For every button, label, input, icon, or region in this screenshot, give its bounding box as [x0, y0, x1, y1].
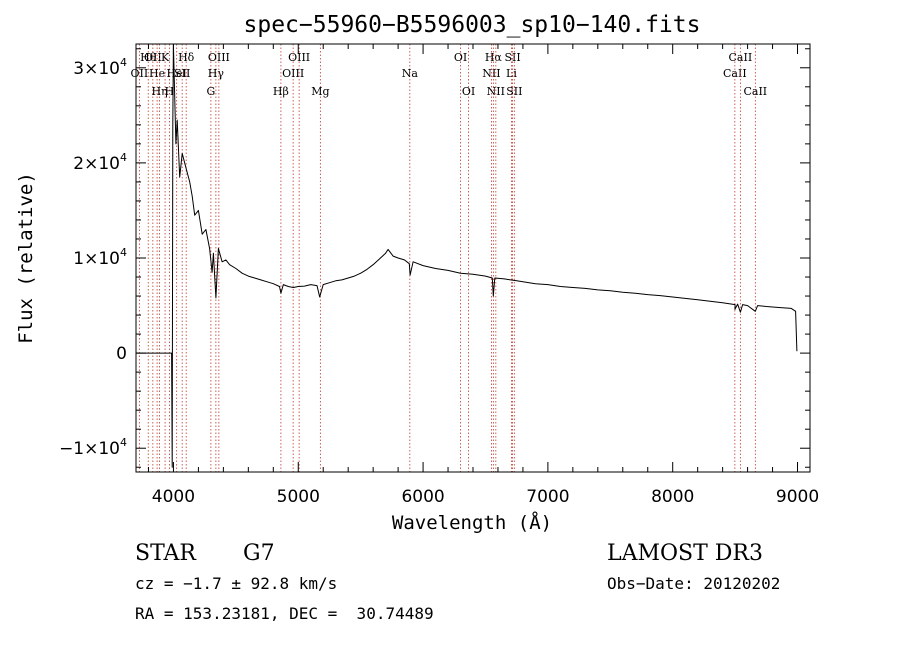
y-tick-label-1: 0 [116, 344, 127, 364]
x-tick-label-3: 7000 [526, 487, 569, 507]
spectral-line-label-4: Hη [151, 85, 167, 98]
object-class: STAR [135, 541, 197, 566]
y-tick-label-3: 2×104 [73, 151, 127, 174]
spectral-line-markers: OIIHθOIIHeHηKHHeISIIHδGHγOIIIHβOIIIOIIIM… [131, 44, 767, 472]
spectral-line-label-23: Li [506, 67, 517, 80]
spectral-line-label-13: Hβ [273, 85, 289, 98]
object-subclass: G7 [243, 541, 275, 566]
sky-coordinates: RA = 153.23181, DEC = 30.74489 [135, 604, 434, 623]
y-tick-label-4: 3×104 [73, 56, 127, 79]
y-tick-exponent-2: 4 [120, 246, 127, 259]
x-tick-label-5: 9000 [776, 487, 819, 507]
spectral-line-label-15: OIII [288, 51, 310, 64]
y-tick-label-2: 1×104 [73, 246, 127, 269]
y-axis-label: Flux (relative) [15, 172, 37, 344]
spectral-line-label-26: CaII [723, 67, 747, 80]
spectral-line-label-1: Hθ [140, 51, 157, 64]
x-tick-label-0: 4000 [152, 487, 195, 507]
y-tick-label-0: −1×104 [59, 436, 127, 459]
spectral-line-label-24: SII [504, 51, 520, 64]
spectral-line-label-27: CaII [729, 51, 753, 64]
spectrum-series [136, 43, 798, 468]
x-tick-label-2: 6000 [401, 487, 444, 507]
series-line-0 [136, 43, 798, 468]
spectral-line-label-3: He [149, 67, 165, 80]
spectral-line-label-28: CaII [743, 85, 767, 98]
spectral-line-label-19: OI [462, 85, 475, 98]
x-tick-label-4: 8000 [651, 487, 694, 507]
observation-date: Obs−Date: 20120202 [607, 574, 780, 593]
spectral-line-label-16: Mg [311, 85, 329, 98]
spectral-line-label-17: Na [402, 67, 419, 80]
spectral-line-label-0: OII [131, 67, 149, 80]
spectral-line-label-10: G [206, 85, 215, 98]
spectral-line-label-22: NII [487, 85, 505, 98]
spectral-line-label-8: SII [174, 67, 190, 80]
spectral-line-label-12: OIII [208, 51, 230, 64]
plot-frame [135, 43, 811, 473]
x-axis-ticks: 4000 5000 6000 7000 8000 9000 [147, 44, 819, 507]
spectral-line-label-20: NII [482, 67, 500, 80]
spectral-line-label-21: Hα [485, 51, 503, 64]
spectral-line-label-25: SII [506, 85, 522, 98]
spectral-line-label-9: Hδ [178, 51, 195, 64]
spectral-line-label-2: OII [144, 51, 162, 64]
y-tick-exponent-0: 4 [120, 436, 127, 449]
survey-name: LAMOST DR3 [607, 541, 763, 566]
redshift-cz: cz = −1.7 ± 92.8 km/s [135, 574, 337, 593]
y-tick-exponent-4: 4 [120, 56, 127, 69]
spectral-line-label-11: Hγ [208, 67, 225, 80]
chart-title: spec−55960−B5596003_sp10−140.fits [244, 12, 701, 38]
spectral-line-label-18: OI [454, 51, 467, 64]
spectral-line-label-6: H [165, 85, 175, 98]
y-tick-exponent-3: 4 [120, 151, 127, 164]
y-axis-ticks: −1×104 0 1×104 2×104 3×104 [59, 48, 810, 468]
x-tick-label-1: 5000 [277, 487, 320, 507]
spectral-line-label-5: K [161, 51, 170, 64]
spectral-line-label-14: OIII [282, 67, 304, 80]
x-axis-label: Wavelength (Å) [392, 511, 552, 534]
